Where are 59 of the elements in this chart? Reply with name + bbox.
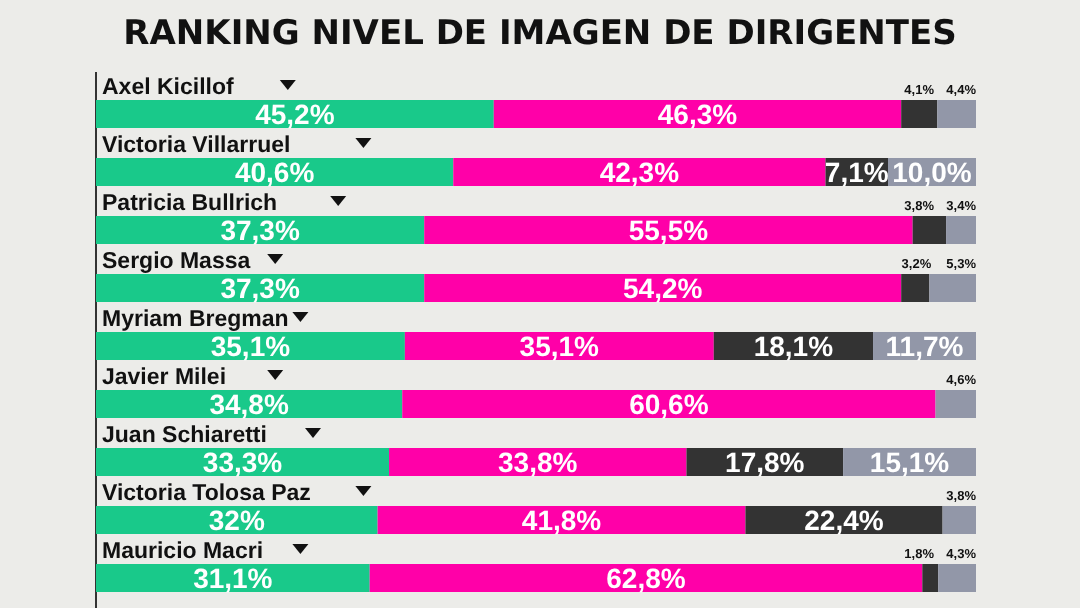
bar	[424, 216, 913, 244]
data-label: 32%	[208, 504, 266, 536]
bar	[96, 216, 425, 244]
data-label: 34,8%	[209, 388, 290, 420]
bar	[377, 506, 746, 534]
data-label: 22,4%	[804, 504, 885, 536]
data-label: 35,1%	[210, 330, 292, 362]
y-tick-label: Juan Schiaretti	[102, 424, 267, 448]
y-tick-label: Patricia Bullrich	[102, 192, 278, 216]
bar	[96, 332, 405, 360]
data-label: 35,1%	[519, 330, 601, 362]
bar	[929, 274, 976, 302]
data-label: 11,7%	[885, 330, 965, 362]
data-label: 33,3%	[202, 446, 284, 478]
data-label: 31,1%	[193, 562, 274, 594]
bar	[922, 564, 939, 592]
data-label: 45,2%	[255, 98, 336, 130]
y-tick-label: Mauricio Macri	[102, 540, 264, 564]
bar	[453, 158, 826, 186]
bar	[96, 100, 494, 128]
bar	[901, 100, 938, 128]
data-label: 18,1%	[753, 330, 835, 362]
chart-title: RANKING NIVEL DE IMAGEN DE DIRIGENTES	[123, 14, 957, 54]
data-label: 37,3%	[220, 214, 301, 246]
data-label: 33,8%	[498, 446, 579, 478]
bar	[402, 390, 936, 418]
bar	[912, 216, 947, 244]
data-label: 40,6%	[234, 156, 316, 188]
bar	[938, 564, 976, 592]
data-label: 60,6%	[629, 388, 710, 420]
data-label: 10,0%	[892, 156, 973, 188]
bar	[493, 100, 902, 128]
bar	[901, 274, 930, 302]
y-tick-label: Myriam Bregman	[102, 308, 289, 332]
data-label: 7,1%	[824, 156, 890, 188]
data-label: 15,1%	[869, 446, 951, 478]
data-label: 54,2%	[623, 272, 704, 304]
bar	[404, 332, 714, 360]
data-label: 37,3%	[220, 272, 301, 304]
bar	[424, 274, 902, 302]
y-tick-label: Sergio Massa	[102, 250, 252, 274]
bar	[942, 506, 976, 534]
data-label: 41,8%	[521, 504, 603, 536]
bar	[937, 100, 976, 128]
data-label: 55,5%	[628, 214, 710, 246]
y-tick-label: Victoria Villarruel	[102, 134, 291, 158]
data-label: 42,3%	[599, 156, 681, 188]
bar	[946, 216, 976, 244]
bar	[96, 274, 425, 302]
y-tick-label: Javier Milei	[102, 366, 227, 390]
data-label: 46,3%	[657, 98, 739, 130]
y-tick-label: Victoria Tolosa Paz	[102, 482, 312, 506]
data-label: 17,8%	[725, 446, 806, 478]
bar	[935, 390, 976, 418]
bar	[369, 564, 923, 592]
bar	[96, 506, 378, 534]
y-tick-label: Axel Kicillof	[102, 76, 234, 100]
bar	[96, 158, 454, 186]
data-label: 62,8%	[606, 562, 687, 594]
